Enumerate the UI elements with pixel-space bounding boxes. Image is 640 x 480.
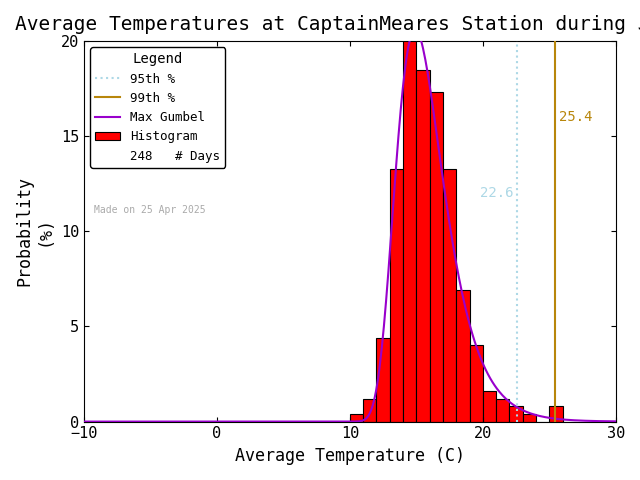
Bar (456, 290, 470, 421)
Bar (523, 414, 536, 421)
Text: Made on 25 Apr 2025: Made on 25 Apr 2025 (95, 204, 206, 215)
Bar (363, 399, 376, 421)
Title: Average Temperatures at CaptainMeares Station during July: Average Temperatures at CaptainMeares St… (15, 15, 640, 34)
Text: 25.4: 25.4 (559, 110, 592, 124)
Legend: 95th %, 99th %, Max Gumbel, Histogram, 248   # Days: 95th %, 99th %, Max Gumbel, Histogram, 2… (90, 48, 225, 168)
Bar (429, 93, 443, 421)
Bar (483, 391, 496, 421)
X-axis label: Average Temperature (C): Average Temperature (C) (235, 447, 465, 465)
Bar (509, 407, 523, 421)
Bar (376, 338, 390, 421)
Text: 22.6: 22.6 (480, 186, 513, 200)
Bar (470, 346, 483, 421)
Bar (390, 168, 403, 421)
Bar (350, 414, 363, 421)
Bar (549, 407, 563, 421)
Y-axis label: Probability
(%): Probability (%) (15, 176, 54, 287)
Bar (403, 37, 417, 421)
Bar (443, 168, 456, 421)
Bar (417, 70, 429, 421)
Bar (496, 399, 509, 421)
